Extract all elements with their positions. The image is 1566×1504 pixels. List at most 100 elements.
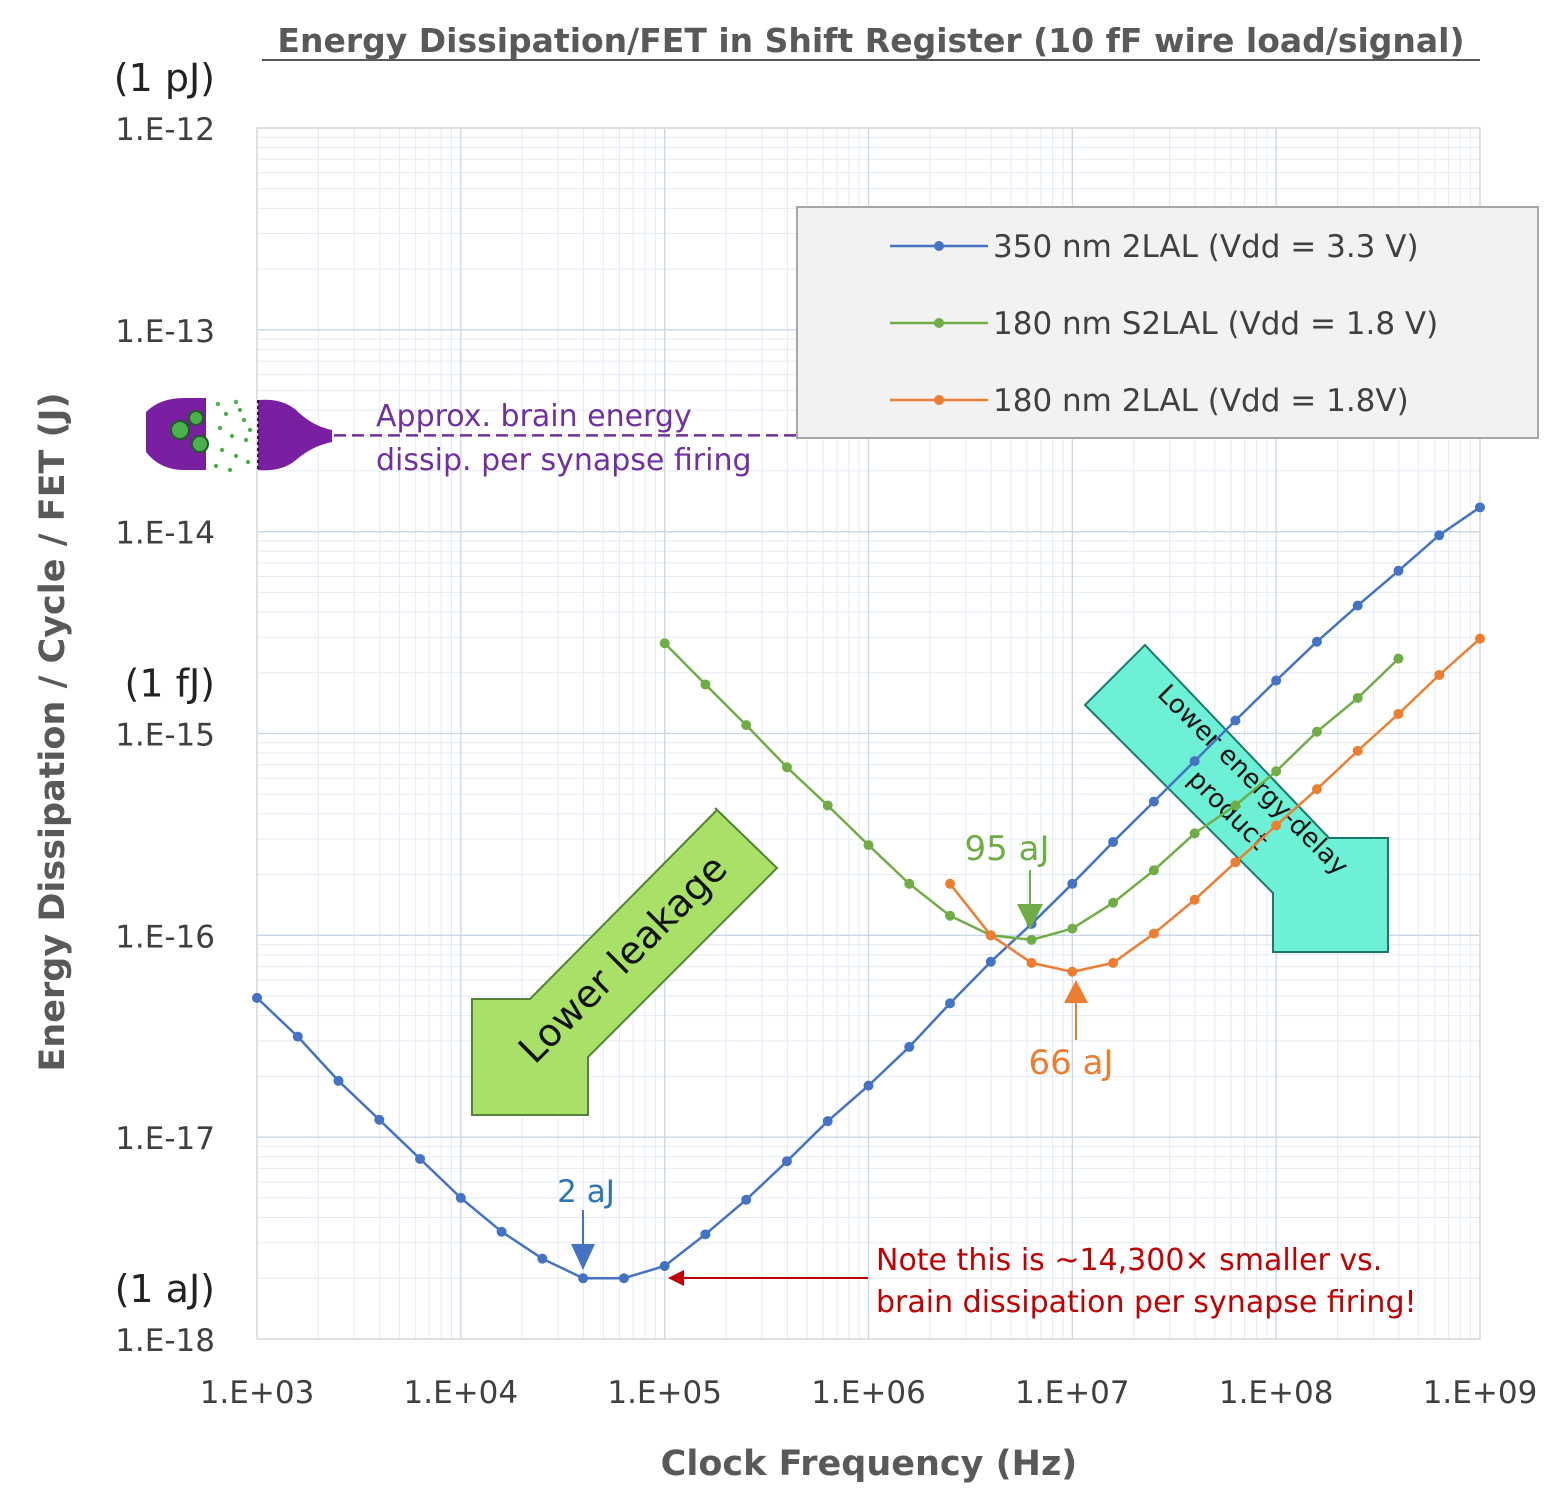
legend-label: 180 nm S2LAL (Vdd = 1.8 V) bbox=[993, 306, 1438, 342]
y-tick-label: 1.E-13 bbox=[115, 314, 215, 350]
data-point bbox=[1311, 726, 1322, 737]
brain-annotation-line2: dissip. per synapse firing bbox=[376, 443, 752, 478]
data-point bbox=[1271, 675, 1282, 686]
data-point bbox=[904, 878, 915, 889]
x-tick-label: 1.E+06 bbox=[811, 1375, 926, 1411]
data-point bbox=[1108, 897, 1119, 908]
data-point bbox=[333, 1075, 344, 1086]
data-point bbox=[945, 878, 956, 889]
synapse-icon bbox=[146, 398, 332, 473]
plot-area bbox=[256, 127, 1481, 1340]
data-point bbox=[1108, 957, 1119, 968]
data-point bbox=[1352, 600, 1363, 611]
legend-swatch-marker bbox=[934, 241, 944, 251]
data-point bbox=[1230, 857, 1241, 868]
data-point bbox=[1475, 633, 1485, 644]
unit-label: (1 pJ) bbox=[114, 56, 215, 100]
svg-text:95 aJ: 95 aJ bbox=[965, 829, 1050, 869]
y-tick-label: 1.E-15 bbox=[115, 718, 215, 754]
y-tick-label: 1.E-14 bbox=[115, 516, 215, 552]
data-point bbox=[822, 1116, 833, 1127]
data-point bbox=[1148, 865, 1159, 876]
series-2 bbox=[659, 638, 1404, 945]
series-layer bbox=[252, 502, 1485, 1284]
data-point bbox=[618, 1273, 629, 1284]
svg-text:2 aJ: 2 aJ bbox=[557, 1174, 615, 1210]
data-point bbox=[985, 956, 996, 967]
data-point bbox=[1271, 766, 1282, 777]
legend-swatch-marker bbox=[934, 318, 944, 328]
data-point bbox=[741, 1194, 752, 1205]
x-tick-label: 1.E+08 bbox=[1219, 1375, 1334, 1411]
legend-label: 350 nm 2LAL (Vdd = 3.3 V) bbox=[993, 229, 1419, 265]
data-point bbox=[904, 1041, 915, 1052]
y-tick-label: 1.E-12 bbox=[115, 112, 215, 148]
y-tick-label: 1.E-17 bbox=[115, 1121, 215, 1157]
y-tick-labels: 1.E-18 1.E-17 1.E-16 1.E-15 1.E-14 1.E-13 1.E-… bbox=[115, 112, 215, 1359]
brain-annotation-line1: Approx. brain energy bbox=[376, 399, 692, 434]
data-point bbox=[1271, 820, 1282, 831]
legend: 350 nm 2LAL (Vdd = 3.3 V) 180 nm S2LAL (V… bbox=[796, 206, 1539, 439]
data-point bbox=[1311, 784, 1322, 795]
data-point bbox=[578, 1273, 589, 1284]
y-tick-label: 1.E-16 bbox=[115, 919, 215, 955]
data-point bbox=[1311, 636, 1322, 647]
y-axis-label: Energy Dissipation / Cycle / FET (J) bbox=[33, 392, 73, 1071]
data-point bbox=[700, 1229, 711, 1240]
data-point bbox=[1230, 715, 1241, 726]
data-point bbox=[741, 720, 752, 731]
data-point bbox=[985, 930, 996, 941]
x-tick-label: 1.E+05 bbox=[607, 1375, 722, 1411]
data-point bbox=[700, 679, 711, 690]
data-point bbox=[537, 1253, 548, 1264]
data-point bbox=[863, 1080, 874, 1091]
data-point bbox=[374, 1114, 385, 1125]
data-point bbox=[1189, 828, 1200, 839]
data-point bbox=[945, 998, 956, 1009]
data-point bbox=[252, 992, 262, 1003]
data-point bbox=[1393, 653, 1404, 664]
data-point bbox=[781, 762, 792, 773]
legend-label: 180 nm 2LAL (Vdd = 1.8V) bbox=[993, 383, 1409, 419]
data-point bbox=[1148, 796, 1159, 807]
unit-label: (1 fJ) bbox=[125, 662, 216, 706]
legend-swatch-marker bbox=[934, 395, 944, 405]
data-point bbox=[415, 1153, 426, 1164]
note-annotation: Note this is ~14,300× smaller vs. brain … bbox=[668, 1243, 1417, 1320]
data-point bbox=[1434, 669, 1445, 680]
x-tick-label: 1.E+03 bbox=[200, 1375, 315, 1411]
data-point bbox=[1189, 756, 1200, 767]
annotation-2aj: 2 aJ bbox=[557, 1174, 615, 1270]
x-tick-label: 1.E+04 bbox=[404, 1375, 519, 1411]
series-3 bbox=[945, 633, 1485, 977]
x-axis-label: Clock Frequency (Hz) bbox=[661, 1444, 1078, 1484]
lower-edp-arrow: Lower energy-delay product bbox=[1083, 643, 1389, 953]
data-point bbox=[1393, 565, 1404, 576]
data-point bbox=[292, 1031, 303, 1042]
data-point bbox=[1475, 502, 1485, 513]
data-point bbox=[1434, 530, 1445, 541]
annotation-66aj: 66 aJ bbox=[1029, 980, 1113, 1083]
data-point bbox=[659, 1260, 670, 1271]
svg-text:brain dissipation per synapse: brain dissipation per synapse firing! bbox=[876, 1285, 1417, 1320]
annotation-95aj: 95 aJ bbox=[965, 829, 1050, 930]
data-point bbox=[822, 800, 833, 811]
data-point bbox=[1189, 894, 1200, 905]
unit-label: (1 aJ) bbox=[115, 1267, 215, 1311]
series-line bbox=[949, 637, 1481, 974]
data-point bbox=[1067, 878, 1078, 889]
data-point bbox=[1108, 837, 1119, 848]
y-tick-label: 1.E-18 bbox=[115, 1323, 215, 1359]
data-point bbox=[659, 638, 670, 649]
svg-text:Note this is ~14,300× smaller: Note this is ~14,300× smaller vs. bbox=[876, 1243, 1382, 1278]
data-point bbox=[496, 1226, 507, 1237]
data-point bbox=[1148, 928, 1159, 939]
data-point bbox=[1026, 934, 1037, 945]
data-point bbox=[945, 910, 956, 921]
x-tick-labels: 1.E+03 1.E+04 1.E+05 1.E+06 1.E+07 1.E+08 1.E+… bbox=[200, 1375, 1538, 1411]
unit-labels: (1 pJ) (1 fJ) (1 aJ) bbox=[114, 56, 215, 1311]
data-point bbox=[863, 840, 874, 851]
data-point bbox=[1352, 745, 1363, 756]
data-point bbox=[1067, 966, 1078, 977]
